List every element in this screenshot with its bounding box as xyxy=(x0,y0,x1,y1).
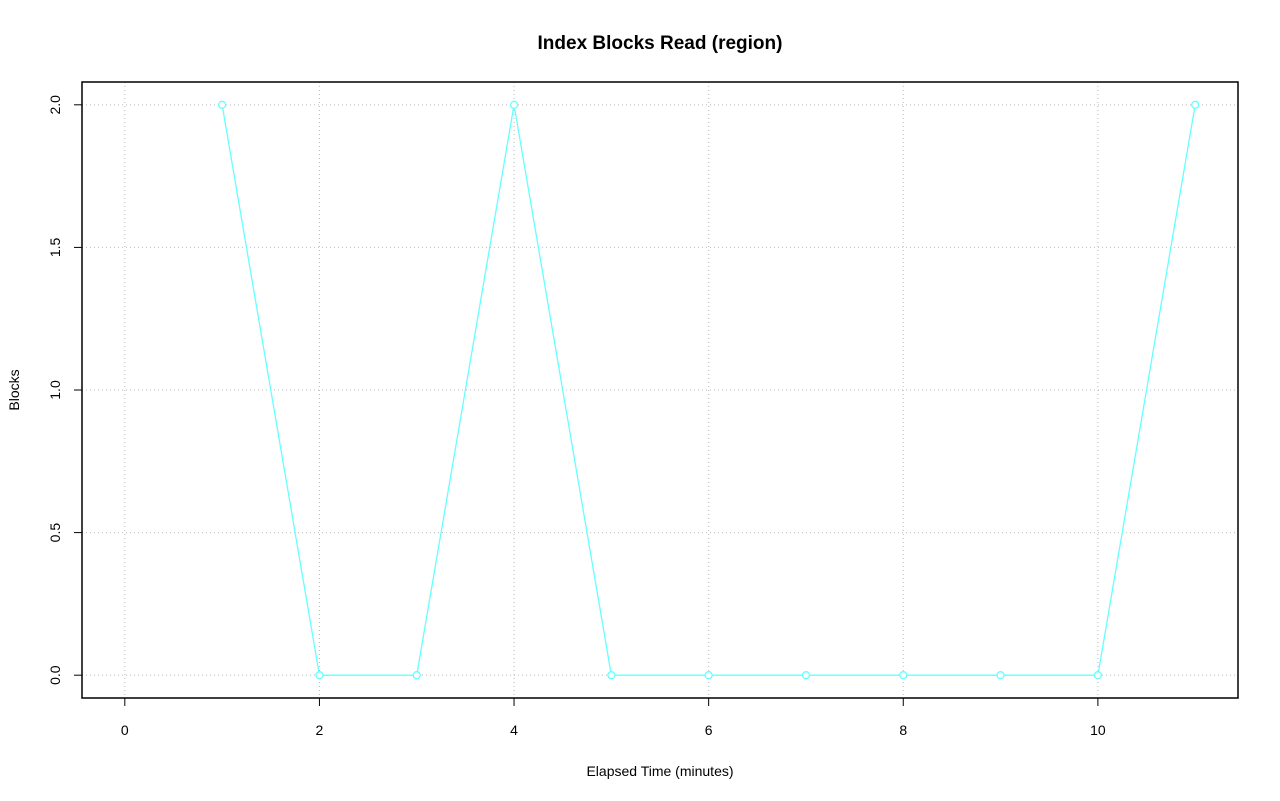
chart-title: Index Blocks Read (region) xyxy=(538,33,783,54)
point xyxy=(607,671,616,680)
point xyxy=(899,671,908,680)
y-tick-label: 1.5 xyxy=(47,237,63,257)
point xyxy=(315,671,324,680)
x-tick-label: 6 xyxy=(705,722,713,738)
y-axis-label: Blocks xyxy=(6,369,22,410)
x-tick-label: 0 xyxy=(121,722,129,738)
point xyxy=(1093,671,1103,680)
y-tick-label: 0.0 xyxy=(47,665,63,685)
point xyxy=(996,671,1005,680)
plot-frame xyxy=(81,81,1239,699)
point xyxy=(704,671,713,680)
point xyxy=(217,100,227,109)
x-tick-label: 8 xyxy=(899,722,907,738)
x-tick-label: 10 xyxy=(1090,722,1106,738)
x-axis-label: Elapsed Time (minutes) xyxy=(586,763,733,779)
y-tick-label: 2.0 xyxy=(47,95,63,115)
point xyxy=(509,100,519,109)
x-tick-label: 2 xyxy=(316,722,324,738)
x-tick-label: 4 xyxy=(510,722,518,738)
y-tick-label: 0.5 xyxy=(47,523,63,543)
point xyxy=(1191,100,1200,109)
point xyxy=(801,671,811,680)
point xyxy=(412,671,421,680)
y-tick-label: 1.0 xyxy=(47,380,63,400)
